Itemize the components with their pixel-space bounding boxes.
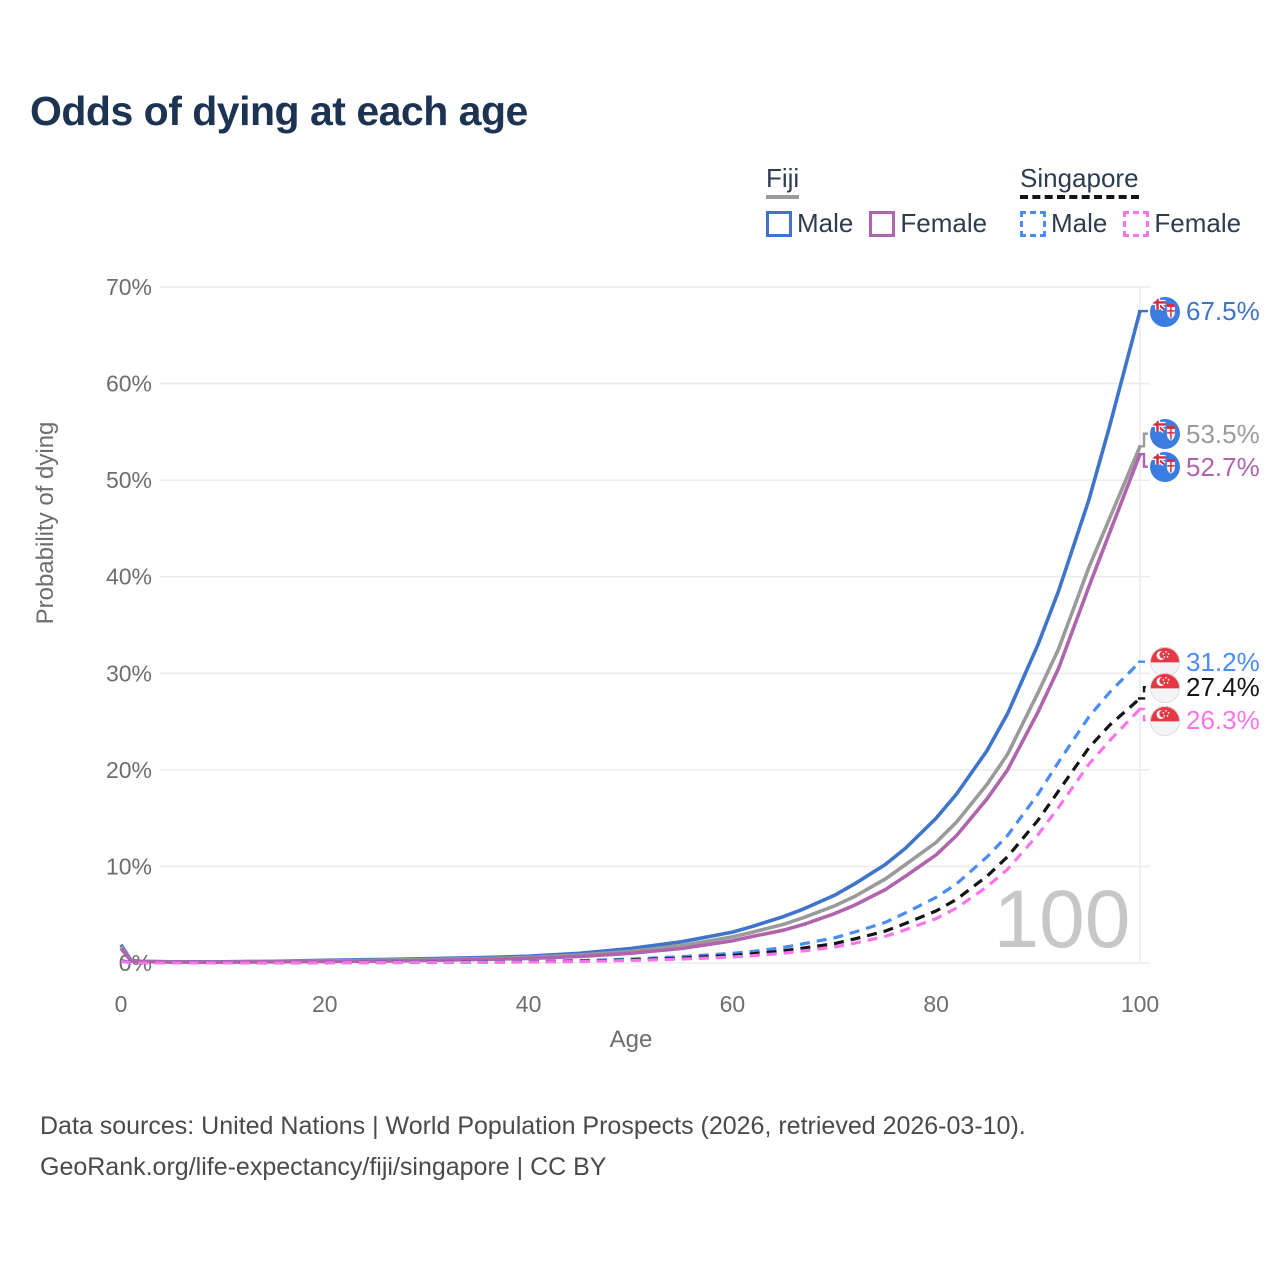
legend-swatch-fiji-female-icon xyxy=(869,210,896,237)
legend-header-singapore[interactable]: Singapore xyxy=(1020,163,1139,199)
legend-item-singapore-male[interactable]: Male xyxy=(1020,208,1107,239)
page-title: Odds of dying at each age xyxy=(30,88,528,134)
leader-line-fiji-female xyxy=(1138,452,1148,468)
x-tick-label: 100 xyxy=(1121,991,1159,1017)
y-axis-title: Probability of dying xyxy=(32,421,59,625)
hover-age-watermark: 100 xyxy=(994,874,1131,965)
legend-swatch-singapore-male-icon xyxy=(1020,210,1046,237)
end-label-value-fiji-female: 52.7% xyxy=(1186,451,1260,482)
series-line-fiji-both[interactable] xyxy=(119,445,1142,964)
leader-line-singapore-female xyxy=(1138,707,1148,722)
x-tick-label: 60 xyxy=(720,991,746,1017)
legend-swatch-singapore-female-icon xyxy=(1123,210,1150,237)
end-label-fiji-male: 67.5% xyxy=(1150,296,1260,327)
singapore-flag-icon xyxy=(1150,647,1180,678)
footer: Data sources: United Nations | World Pop… xyxy=(40,1106,1026,1188)
legend-label-fiji-male: Male xyxy=(797,208,854,238)
series-line-singapore-male[interactable] xyxy=(120,660,1142,965)
fiji-flag-icon xyxy=(1150,419,1180,450)
legend-swatch-fiji-male-icon xyxy=(766,210,792,237)
end-label-value-singapore-both: 27.4% xyxy=(1186,672,1260,703)
legend-group-singapore: Singapore Male Female xyxy=(1020,163,1241,239)
legend-label-singapore-male: Male xyxy=(1051,208,1108,238)
end-label-singapore-both: 27.4% xyxy=(1150,672,1260,703)
x-tick-label: 80 xyxy=(923,991,949,1017)
y-tick-label: 70% xyxy=(106,274,152,300)
end-label-value-singapore-female: 26.3% xyxy=(1186,705,1260,736)
series-line-fiji-male[interactable] xyxy=(119,310,1142,964)
leader-line-fiji-both xyxy=(1138,432,1148,448)
x-tick-label: 0 xyxy=(115,991,128,1017)
legend-label-singapore-female: Female xyxy=(1154,208,1242,238)
end-label-fiji-both: 53.5% xyxy=(1150,419,1260,450)
singapore-flag-icon xyxy=(1150,672,1180,703)
footer-data-sources: Data sources: United Nations | World Pop… xyxy=(40,1112,1026,1140)
legend-items-singapore: Male Female xyxy=(1020,208,1241,239)
singapore-flag-icon xyxy=(1150,705,1180,736)
leader-line-singapore-both xyxy=(1138,686,1148,700)
series-line-fiji-female[interactable] xyxy=(119,453,1142,964)
y-tick-label: 20% xyxy=(106,757,152,783)
end-label-fiji-female: 52.7% xyxy=(1150,452,1260,483)
legend-items-fiji: Male Female xyxy=(766,208,987,239)
legend-item-fiji-female[interactable]: Female xyxy=(869,208,987,239)
legend-label-fiji-female: Female xyxy=(900,208,988,238)
footer-attribution: GeoRank.org/life-expectancy/fiji/singapo… xyxy=(40,1153,607,1181)
fiji-flag-icon xyxy=(1150,296,1180,327)
series-line-singapore-both[interactable] xyxy=(120,697,1142,965)
legend-item-singapore-female[interactable]: Female xyxy=(1123,208,1241,239)
y-tick-label: 10% xyxy=(106,853,152,879)
legend-group-fiji: Fiji Male Female xyxy=(766,163,987,239)
end-label-singapore-male: 31.2% xyxy=(1150,647,1260,678)
y-tick-label: 30% xyxy=(106,660,152,686)
end-label-value-fiji-both: 53.5% xyxy=(1186,418,1260,449)
y-tick-label: 50% xyxy=(106,467,152,493)
y-tick-label: 60% xyxy=(106,371,152,397)
fiji-flag-icon xyxy=(1150,452,1180,483)
x-axis-title: Age xyxy=(609,1026,653,1053)
x-tick-label: 20 xyxy=(312,991,338,1017)
y-tick-label: 40% xyxy=(106,564,152,590)
x-tick-label: 40 xyxy=(516,991,542,1017)
end-label-singapore-female: 26.3% xyxy=(1150,705,1260,736)
legend-header-fiji[interactable]: Fiji xyxy=(766,163,800,199)
end-label-value-fiji-male: 67.5% xyxy=(1186,296,1260,327)
end-label-value-singapore-male: 31.2% xyxy=(1186,646,1260,677)
series-line-singapore-female[interactable] xyxy=(120,707,1142,965)
legend-item-fiji-male[interactable]: Male xyxy=(766,208,853,239)
